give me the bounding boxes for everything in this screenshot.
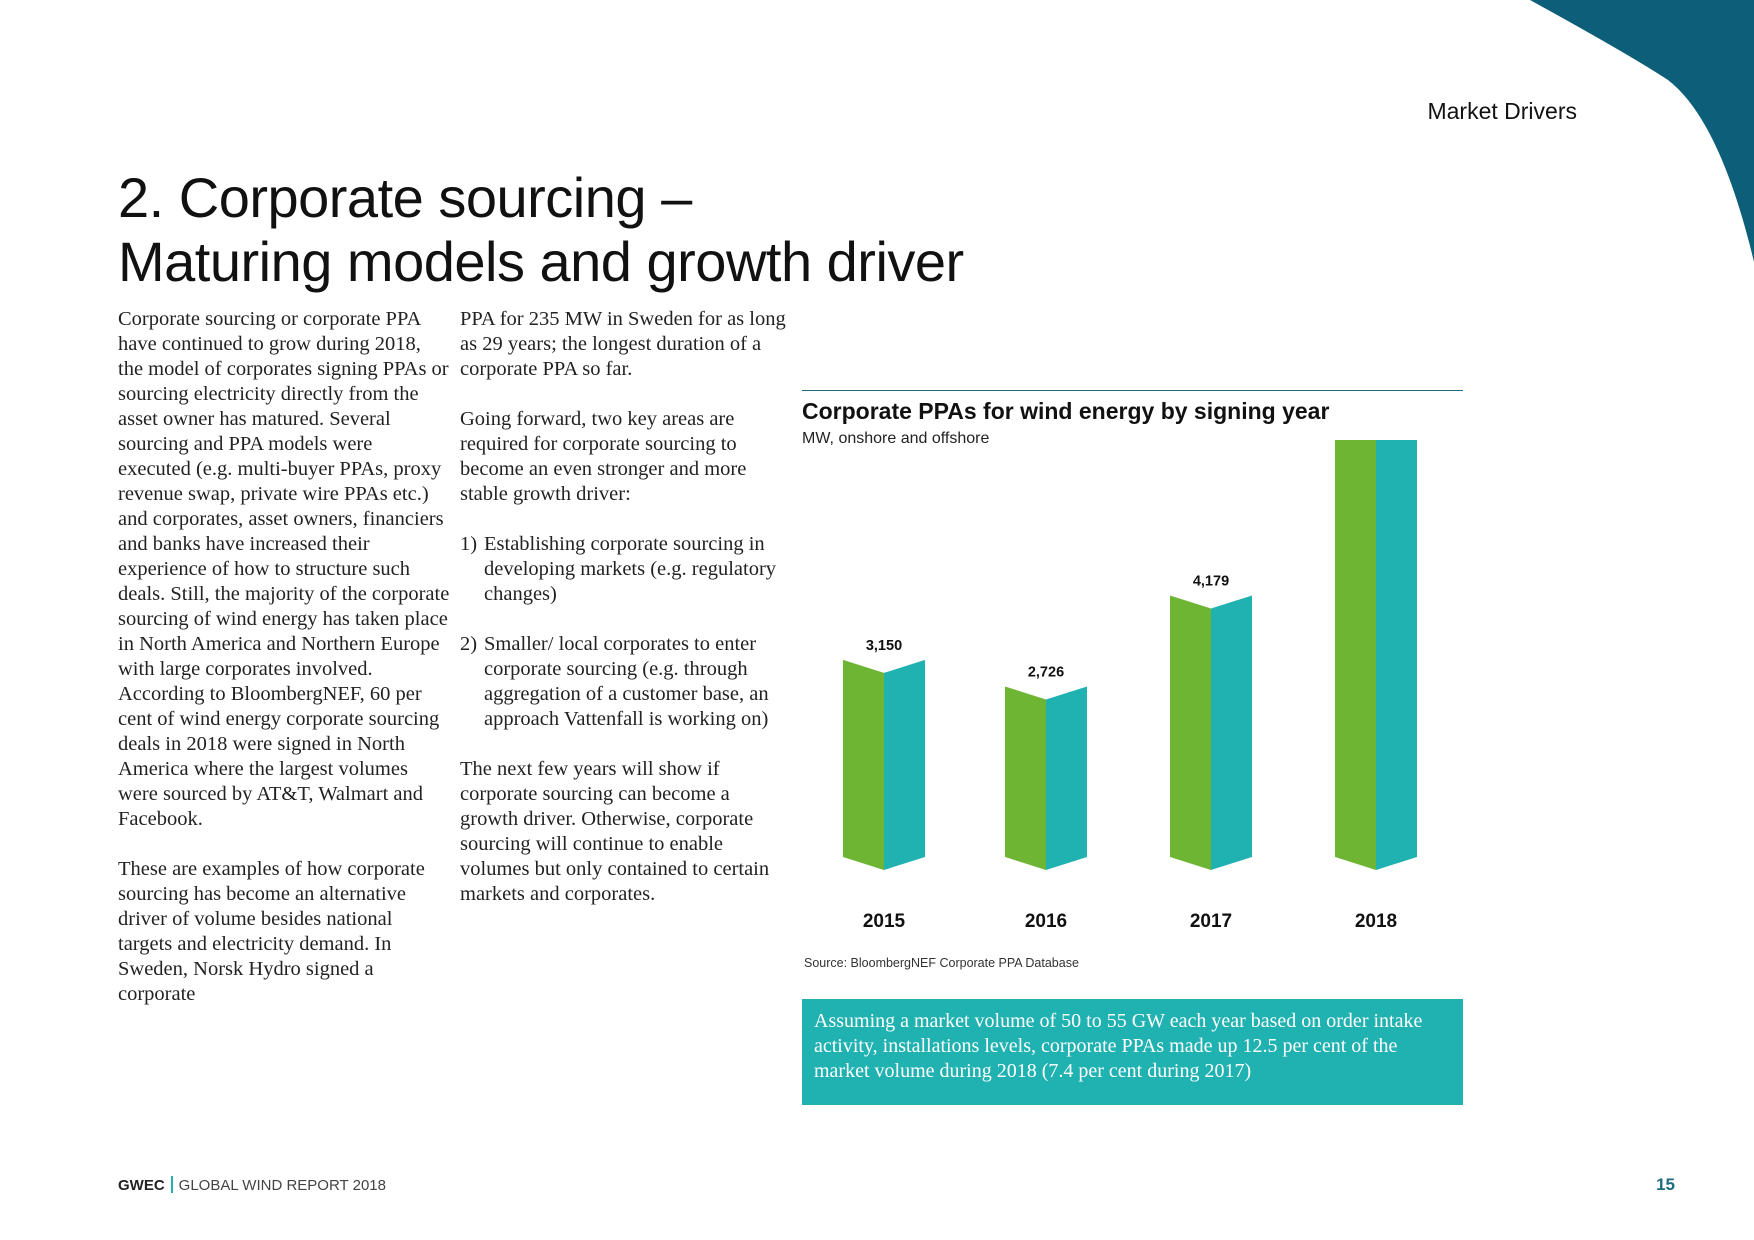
page-number: 15 [1656, 1175, 1675, 1194]
x-tick-label: 2015 [863, 911, 906, 932]
data-label: 4,179 [1193, 574, 1229, 590]
bar-left-face-2015 [843, 659, 884, 870]
paragraph: Corporate sourcing or corporate PPA have… [118, 308, 450, 830]
callout-box: Assuming a market volume of 50 to 55 GW … [802, 999, 1463, 1105]
chart-top-rule [802, 390, 1463, 391]
bar-right-face-2017 [1211, 595, 1252, 870]
title-line-2: Maturing models and growth driver [118, 230, 964, 293]
chart-subtitle: MW, onshore and offshore [802, 430, 990, 447]
paragraph: The next few years will show if corporat… [460, 758, 770, 905]
footer-report: GWEC GLOBAL WIND REPORT 2018 [118, 1176, 386, 1194]
bar-left-face-2017 [1170, 595, 1211, 870]
footer-brand: GWEC [118, 1177, 165, 1194]
paragraph: These are examples of how corporate sour… [118, 858, 425, 1005]
bar-right-face-2016 [1046, 686, 1087, 870]
chart-title: Corporate PPAs for wind energy by signin… [802, 398, 1330, 424]
x-tick-label: 2018 [1355, 911, 1397, 932]
body-column-2: PPA for 235 MW in Sweden for as long as … [460, 307, 790, 932]
bar-right-face-2015 [884, 659, 925, 870]
footer-report-title: GLOBAL WIND REPORT 2018 [178, 1177, 386, 1194]
paragraph: Going forward, two key areas are require… [460, 408, 747, 505]
footer-divider [170, 1176, 173, 1193]
page-title: 2. Corporate sourcing – Maturing models … [118, 166, 964, 294]
paragraph: PPA for 235 MW in Sweden for as long as … [460, 308, 786, 380]
list-item: 2) Smaller/ local corporates to enter co… [460, 632, 790, 732]
data-label: 3,150 [866, 638, 902, 654]
list-number: 2) [460, 633, 478, 655]
list-text: Establishing corporate sourcing in devel… [484, 533, 777, 605]
bar-left-face-2016 [1005, 686, 1046, 870]
list-number: 1) [460, 533, 478, 555]
list-text: Smaller/ local corporates to enter corpo… [484, 633, 769, 730]
bar-left-face-2018 [1335, 440, 1376, 870]
chart-source: Source: BloombergNEF Corporate PPA Datab… [804, 956, 1079, 970]
x-tick-label: 2016 [1025, 911, 1067, 932]
data-label: 2,726 [1028, 664, 1064, 680]
title-line-1: 2. Corporate sourcing – [118, 166, 692, 229]
body-column-1: Corporate sourcing or corporate PPA have… [118, 307, 450, 1032]
list-item: 1) Establishing corporate sourcing in de… [460, 532, 790, 607]
bar-right-face-2018 [1376, 440, 1417, 870]
section-label: Market Drivers [1427, 98, 1577, 124]
x-tick-label: 2017 [1190, 911, 1232, 932]
